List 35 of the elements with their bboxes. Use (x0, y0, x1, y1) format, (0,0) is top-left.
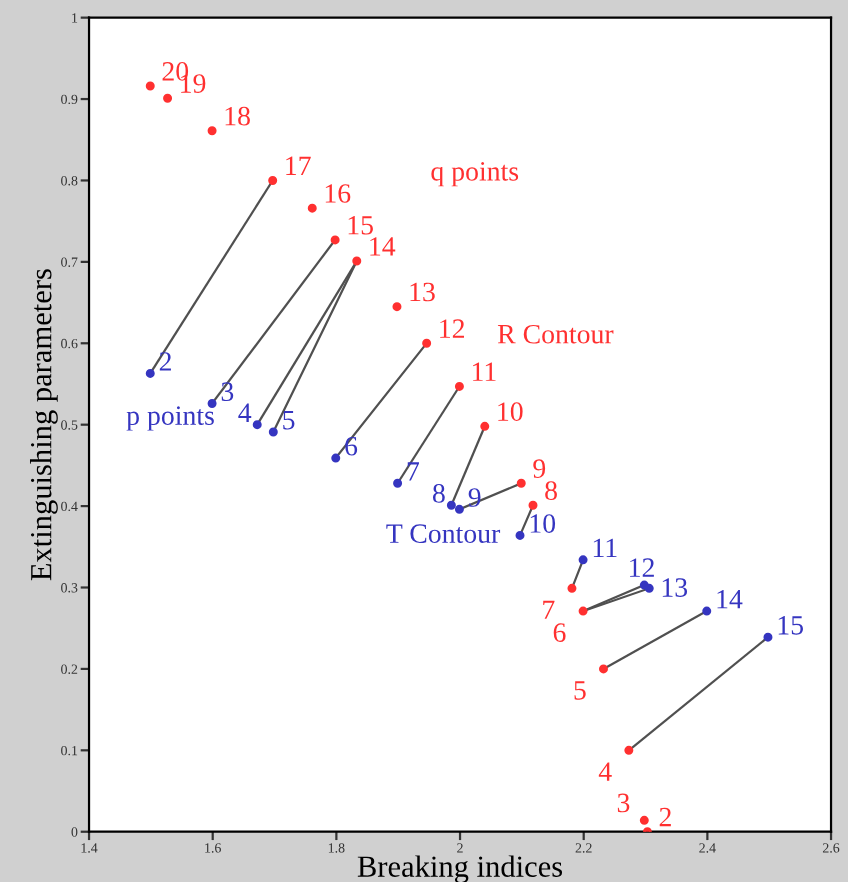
annotation: 16 (325, 184, 351, 203)
annotation: R Contour (497, 324, 614, 344)
text: q points (431, 162, 519, 187)
annotation: 12 (630, 558, 654, 577)
annotation: 17 (286, 156, 311, 175)
annotation: 11 (593, 538, 617, 558)
annotation: 15 (348, 215, 373, 235)
annotation: 4 (598, 762, 612, 781)
annotation: 9 (533, 459, 546, 479)
annotation: 15 (778, 616, 803, 635)
annotation: 4 (238, 403, 252, 422)
annotation: 11 (472, 362, 496, 381)
annotation: 6 (553, 623, 566, 642)
annotation: 14 (717, 589, 743, 609)
annotation: 18 (225, 106, 250, 126)
annotation: 14 (370, 237, 396, 256)
annotation: 6 (345, 436, 358, 456)
annotation: 13 (410, 282, 435, 302)
annotation: 7 (543, 600, 555, 619)
annotation: T Contour (386, 524, 501, 543)
series-label: p points (126, 406, 214, 431)
annotation: 5 (283, 411, 295, 430)
annotation: 8 (545, 481, 557, 500)
annotation: 12 (440, 319, 465, 338)
annotation: 3 (221, 382, 234, 402)
annotation: 5 (574, 681, 586, 700)
annotation: 2 (659, 807, 671, 827)
annotation: 10 (530, 514, 556, 533)
annotation: 10 (498, 402, 523, 422)
y-axis-title: Extinguishing parameters (29, 269, 58, 581)
annotation: 13 (662, 578, 688, 597)
annotation: 3 (617, 793, 630, 813)
annotation: 2 (159, 352, 171, 371)
annotation: 8 (433, 484, 445, 503)
annotation: 7 (407, 462, 420, 481)
